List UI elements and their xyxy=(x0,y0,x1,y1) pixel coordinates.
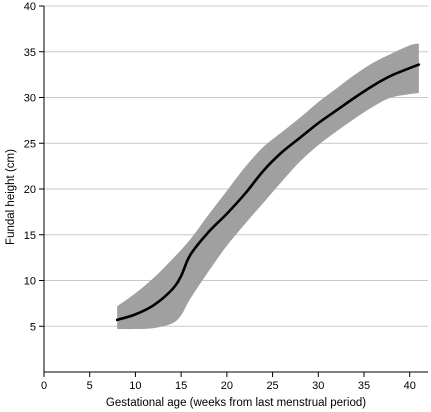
x-tick-label-15: 15 xyxy=(175,380,187,392)
y-axis-label: Fundal height (cm) xyxy=(5,149,17,245)
x-tick-label-20: 20 xyxy=(221,380,233,392)
y-tick-label-15: 15 xyxy=(24,230,36,242)
confidence-band xyxy=(117,43,419,330)
series-line-group xyxy=(115,63,421,322)
tick-labels: 0 5 10 15 20 25 30 35 40 5 10 15 20 25 30 35 40 xyxy=(24,1,416,392)
y-tick-label-10: 10 xyxy=(24,276,36,288)
y-tick-label-5: 5 xyxy=(30,321,36,333)
y-tick-label-25: 25 xyxy=(24,138,36,150)
x-tick-label-25: 25 xyxy=(266,380,278,392)
x-tick-label-40: 40 xyxy=(404,380,416,392)
y-tick-label-35: 35 xyxy=(24,47,36,59)
axes xyxy=(39,5,428,377)
x-tick-label-0: 0 xyxy=(41,380,47,392)
y-tick-label-20: 20 xyxy=(24,184,36,196)
series-line-0 xyxy=(115,63,421,322)
x-tick-label-30: 30 xyxy=(312,380,324,392)
grid-lines xyxy=(44,5,428,327)
y-tick-label-30: 30 xyxy=(24,93,36,105)
confidence-band-group xyxy=(117,43,419,330)
x-tick-label-10: 10 xyxy=(129,380,141,392)
x-axis-label: Gestational age (weeks from last menstru… xyxy=(106,397,366,409)
x-tick-label-35: 35 xyxy=(358,380,370,392)
y-tick-label-40: 40 xyxy=(24,1,36,13)
x-tick-label-5: 5 xyxy=(87,380,93,392)
